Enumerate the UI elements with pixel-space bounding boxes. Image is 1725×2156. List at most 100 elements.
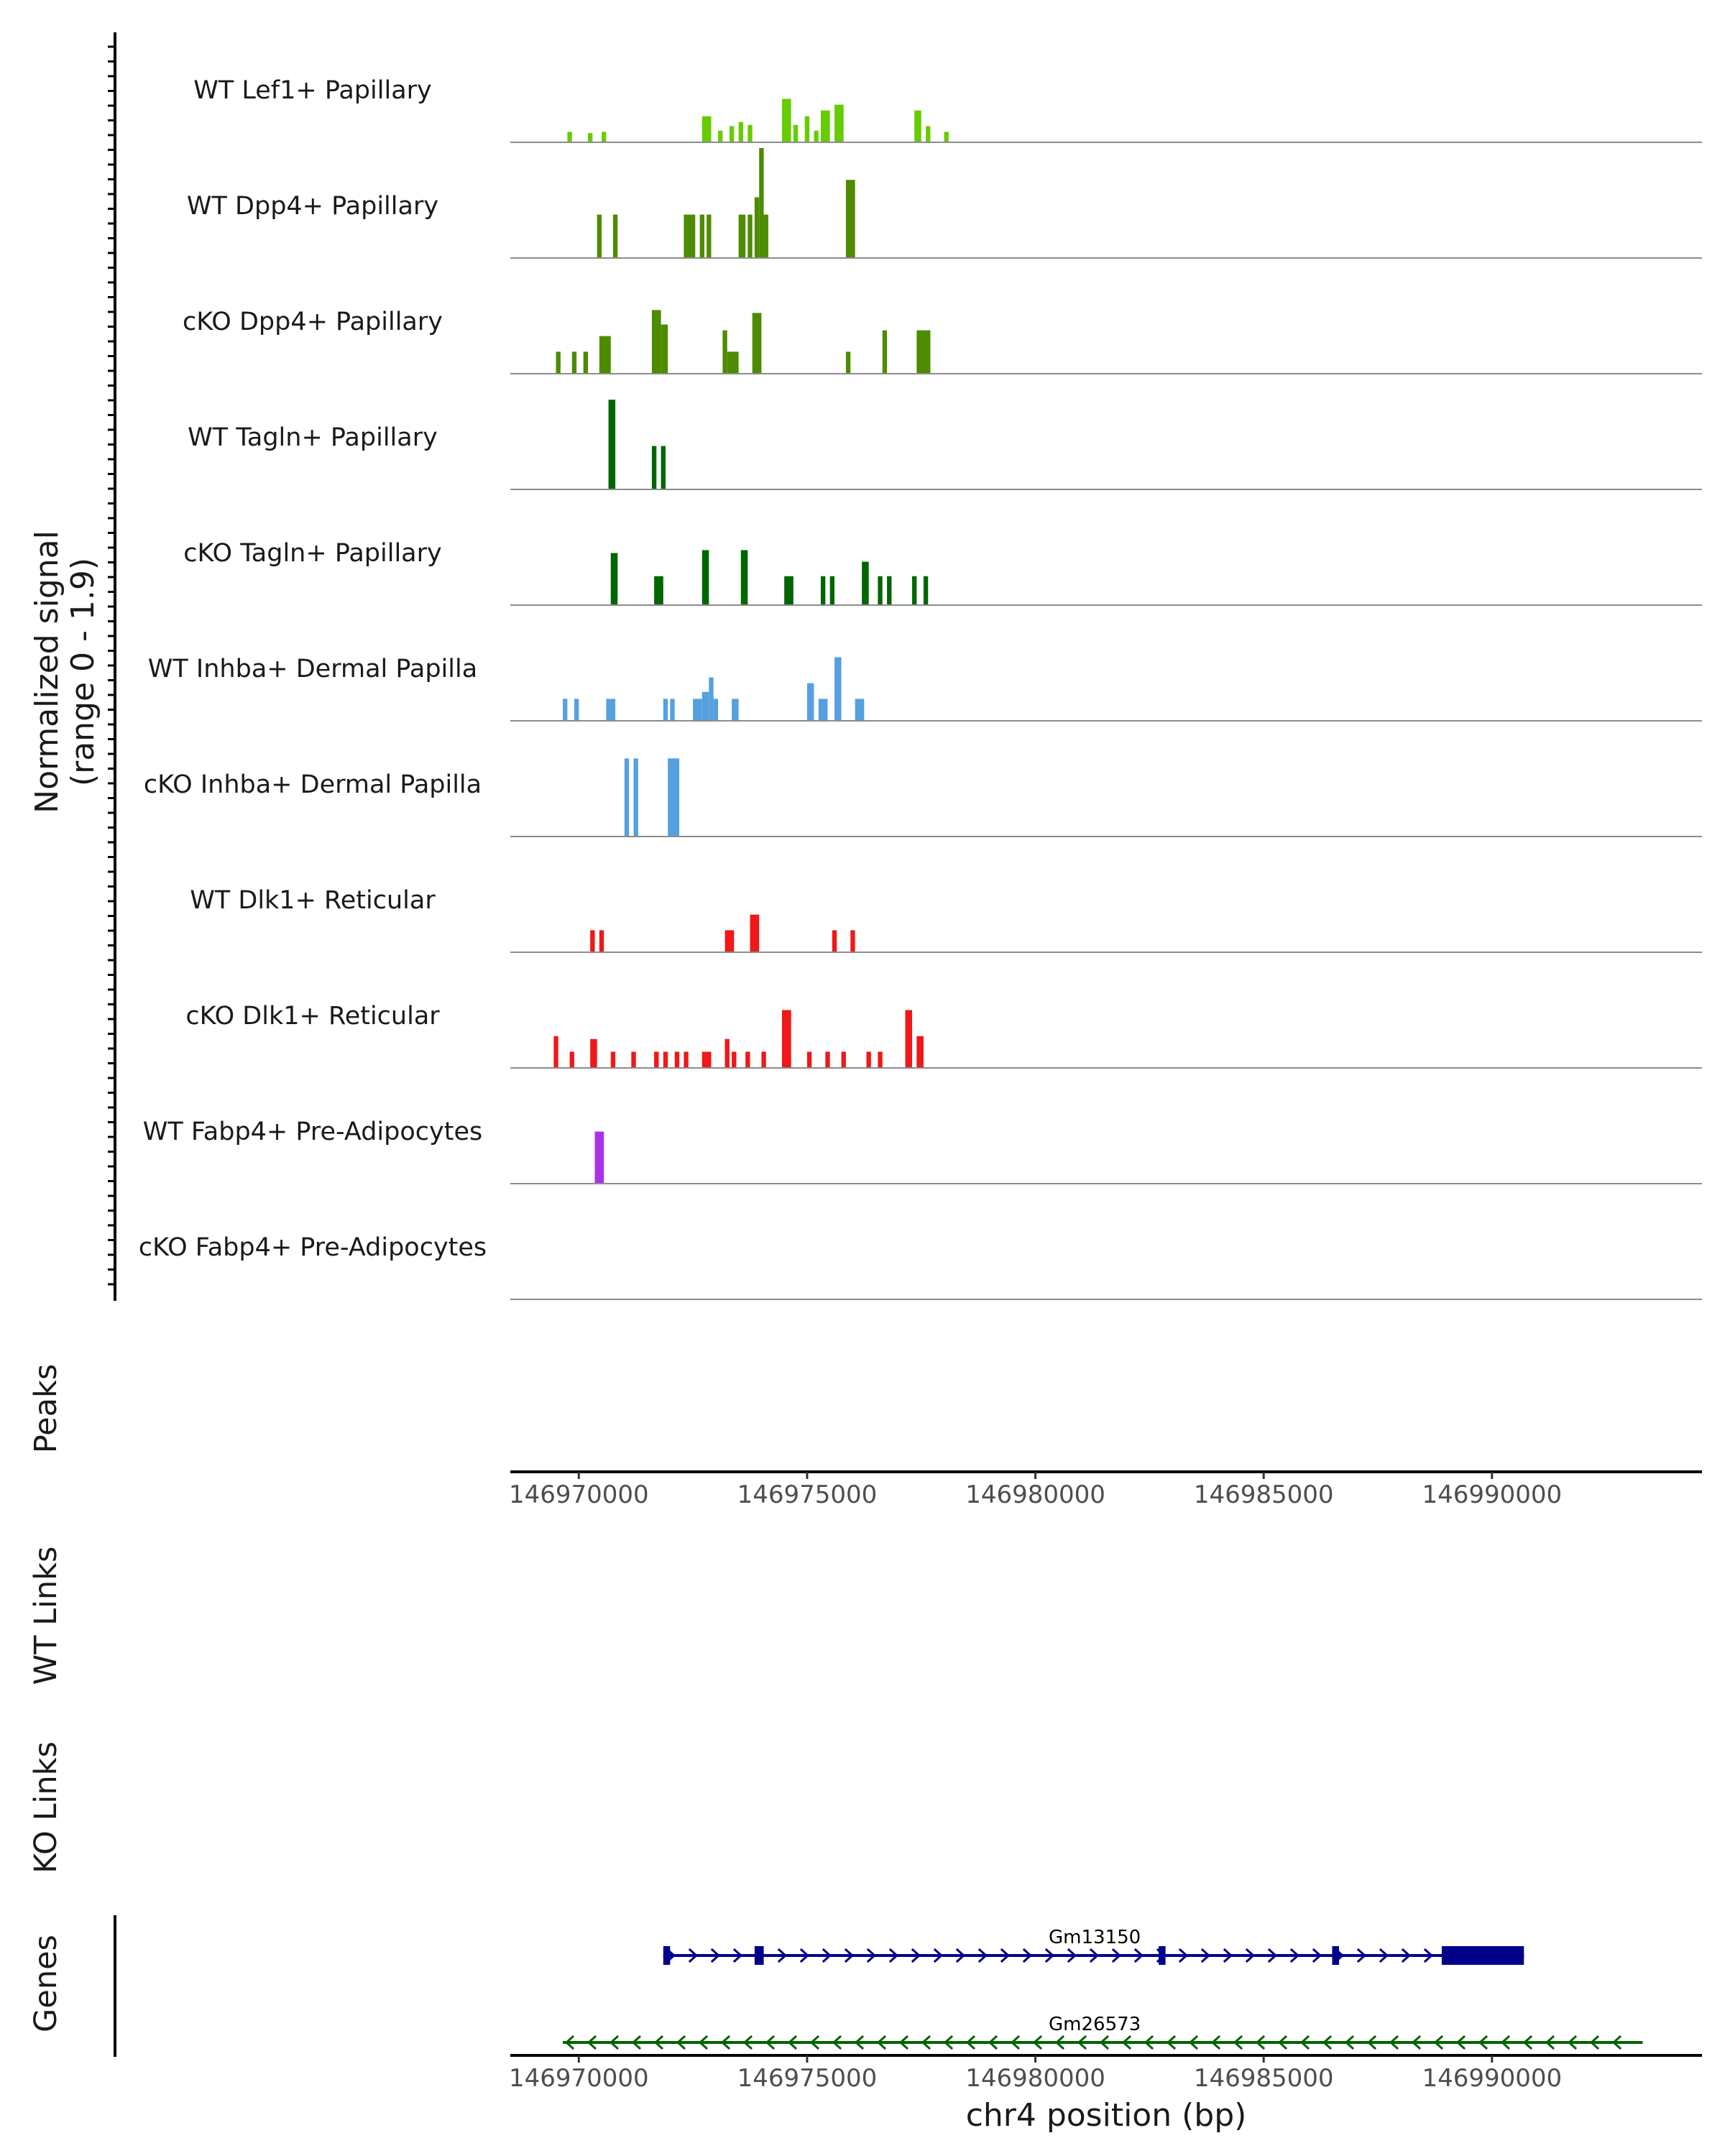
coverage-peak [556, 351, 561, 374]
strand-arrow [1000, 1948, 1011, 1963]
coverage-peak [658, 576, 663, 605]
strand-arrow [1411, 2035, 1422, 2050]
coverage-peak [923, 576, 929, 605]
coverage-track: cKO Dpp4+ Papillary [183, 308, 1702, 374]
coverage-peak [594, 1131, 604, 1184]
side-panel-titles: Peaks WT Links KO Links Genes [28, 1364, 64, 2032]
coverage-tracks: WT Lef1+ Papillary WT Dpp4+ Papillary cKO … [139, 76, 1702, 1300]
coverage-peak [654, 1051, 659, 1068]
strand-arrow [799, 1948, 810, 1963]
signal-y-axis [108, 32, 116, 1301]
coverage-peak [668, 758, 680, 837]
coverage-peak [781, 1010, 791, 1068]
coverage-peak [597, 214, 602, 258]
strand-arrow [888, 1948, 899, 1963]
gene-exon [1159, 1946, 1166, 1965]
strand-arrow [1121, 2035, 1132, 2050]
coverage-peak [661, 446, 666, 489]
strand-arrow [710, 1948, 721, 1963]
coverage-peak [862, 561, 869, 605]
y-axis-title: Normalized signal [29, 530, 65, 814]
coverage-peak [820, 576, 826, 605]
coverage-peak [610, 1051, 616, 1068]
side-panel-title: Peaks [28, 1364, 64, 1454]
genes-x-axis: 146970000 146975000 146980000 146985000 1469… [509, 2054, 1702, 2093]
coverage-peak [740, 550, 748, 605]
coverage-peak [553, 1036, 558, 1068]
strand-arrow [1277, 2035, 1288, 2050]
strand-arrow [1089, 1948, 1100, 1963]
coverage-peak [684, 1051, 689, 1068]
strand-arrow [676, 2035, 686, 2050]
coverage-peak [914, 110, 921, 142]
coverage-peak [926, 126, 931, 142]
strand-arrow [1223, 1948, 1233, 1963]
strand-arrow [933, 1948, 944, 1963]
strand-arrow [1010, 2035, 1021, 2050]
coverage-peak [631, 1051, 636, 1068]
strand-arrow [609, 2035, 620, 2050]
strand-arrow [965, 2035, 976, 2050]
coverage-peak [750, 914, 760, 952]
coverage-track: WT Dpp4+ Papillary [187, 148, 1702, 259]
coverage-peak [574, 699, 579, 721]
strand-arrow [876, 2035, 887, 2050]
strand-arrow [1044, 1948, 1055, 1963]
coverage-peak [583, 351, 588, 374]
strand-arrow [1379, 1948, 1389, 1963]
coverage-peak [834, 104, 844, 142]
track-label: WT Fabp4+ Pre-Adipocytes [143, 1118, 482, 1146]
strand-arrow [822, 1948, 832, 1963]
strand-arrow [1188, 2035, 1199, 2050]
strand-arrow [1133, 1948, 1144, 1963]
coverage-peak [663, 699, 668, 721]
coverage-peak [841, 1051, 846, 1068]
coverage-peak [729, 126, 735, 142]
strand-arrow [943, 2035, 954, 2050]
side-panel-title: WT Links [28, 1547, 64, 1685]
strand-arrow [921, 2035, 932, 2050]
coverage-peak [563, 699, 568, 721]
strand-arrow [866, 1948, 877, 1963]
strand-arrow [1545, 2035, 1555, 2050]
track-label: WT Lef1+ Papillary [193, 76, 432, 105]
track-label: WT Dpp4+ Papillary [187, 192, 438, 221]
strand-arrow [586, 2035, 597, 2050]
strand-arrow [832, 2035, 842, 2050]
strand-arrow [1389, 2035, 1399, 2050]
x-tick-label: 146970000 [509, 1480, 649, 1509]
x-tick-label: 146985000 [1194, 2064, 1334, 2093]
x-tick-label: 146975000 [737, 1480, 878, 1509]
coverage-peak [702, 691, 709, 721]
coverage-peak [599, 930, 604, 952]
strand-arrow [978, 1948, 988, 1963]
coverage-track: WT Inhba+ Dermal Papilla [148, 655, 1702, 722]
strand-arrow [1200, 1948, 1211, 1963]
coverage-peak [916, 1036, 924, 1068]
coverage-track: cKO Inhba+ Dermal Papilla [144, 758, 1702, 837]
coverage-peak [606, 699, 616, 721]
coverage-peak [693, 699, 702, 721]
coverage-peak [806, 683, 814, 721]
coverage-peak [820, 110, 830, 142]
coverage-peak [834, 657, 842, 721]
strand-arrow [1233, 2035, 1243, 2050]
x-tick-label: 146970000 [509, 2064, 649, 2093]
coverage-peak [654, 576, 659, 605]
coverage-track: cKO Fabp4+ Pre-Adipocytes [139, 1233, 1702, 1300]
strand-arrow [1401, 1948, 1412, 1963]
strand-arrow [1144, 2035, 1154, 2050]
coverage-peak [916, 330, 931, 374]
x-tick-label: 146990000 [1422, 2064, 1562, 2093]
track-label: cKO Dlk1+ Reticular [185, 1002, 440, 1031]
coverage-peak [590, 1038, 597, 1068]
coverage-peak [702, 1051, 712, 1068]
strand-arrow [988, 2035, 998, 2050]
y-axis-range-label: (range 0 - 1.9) [65, 558, 101, 786]
coverage-peak [633, 758, 638, 837]
coverage-peak [587, 133, 593, 142]
strand-arrow [854, 2035, 865, 2050]
coverage-peak [670, 699, 675, 721]
coverage-peak [684, 214, 696, 258]
